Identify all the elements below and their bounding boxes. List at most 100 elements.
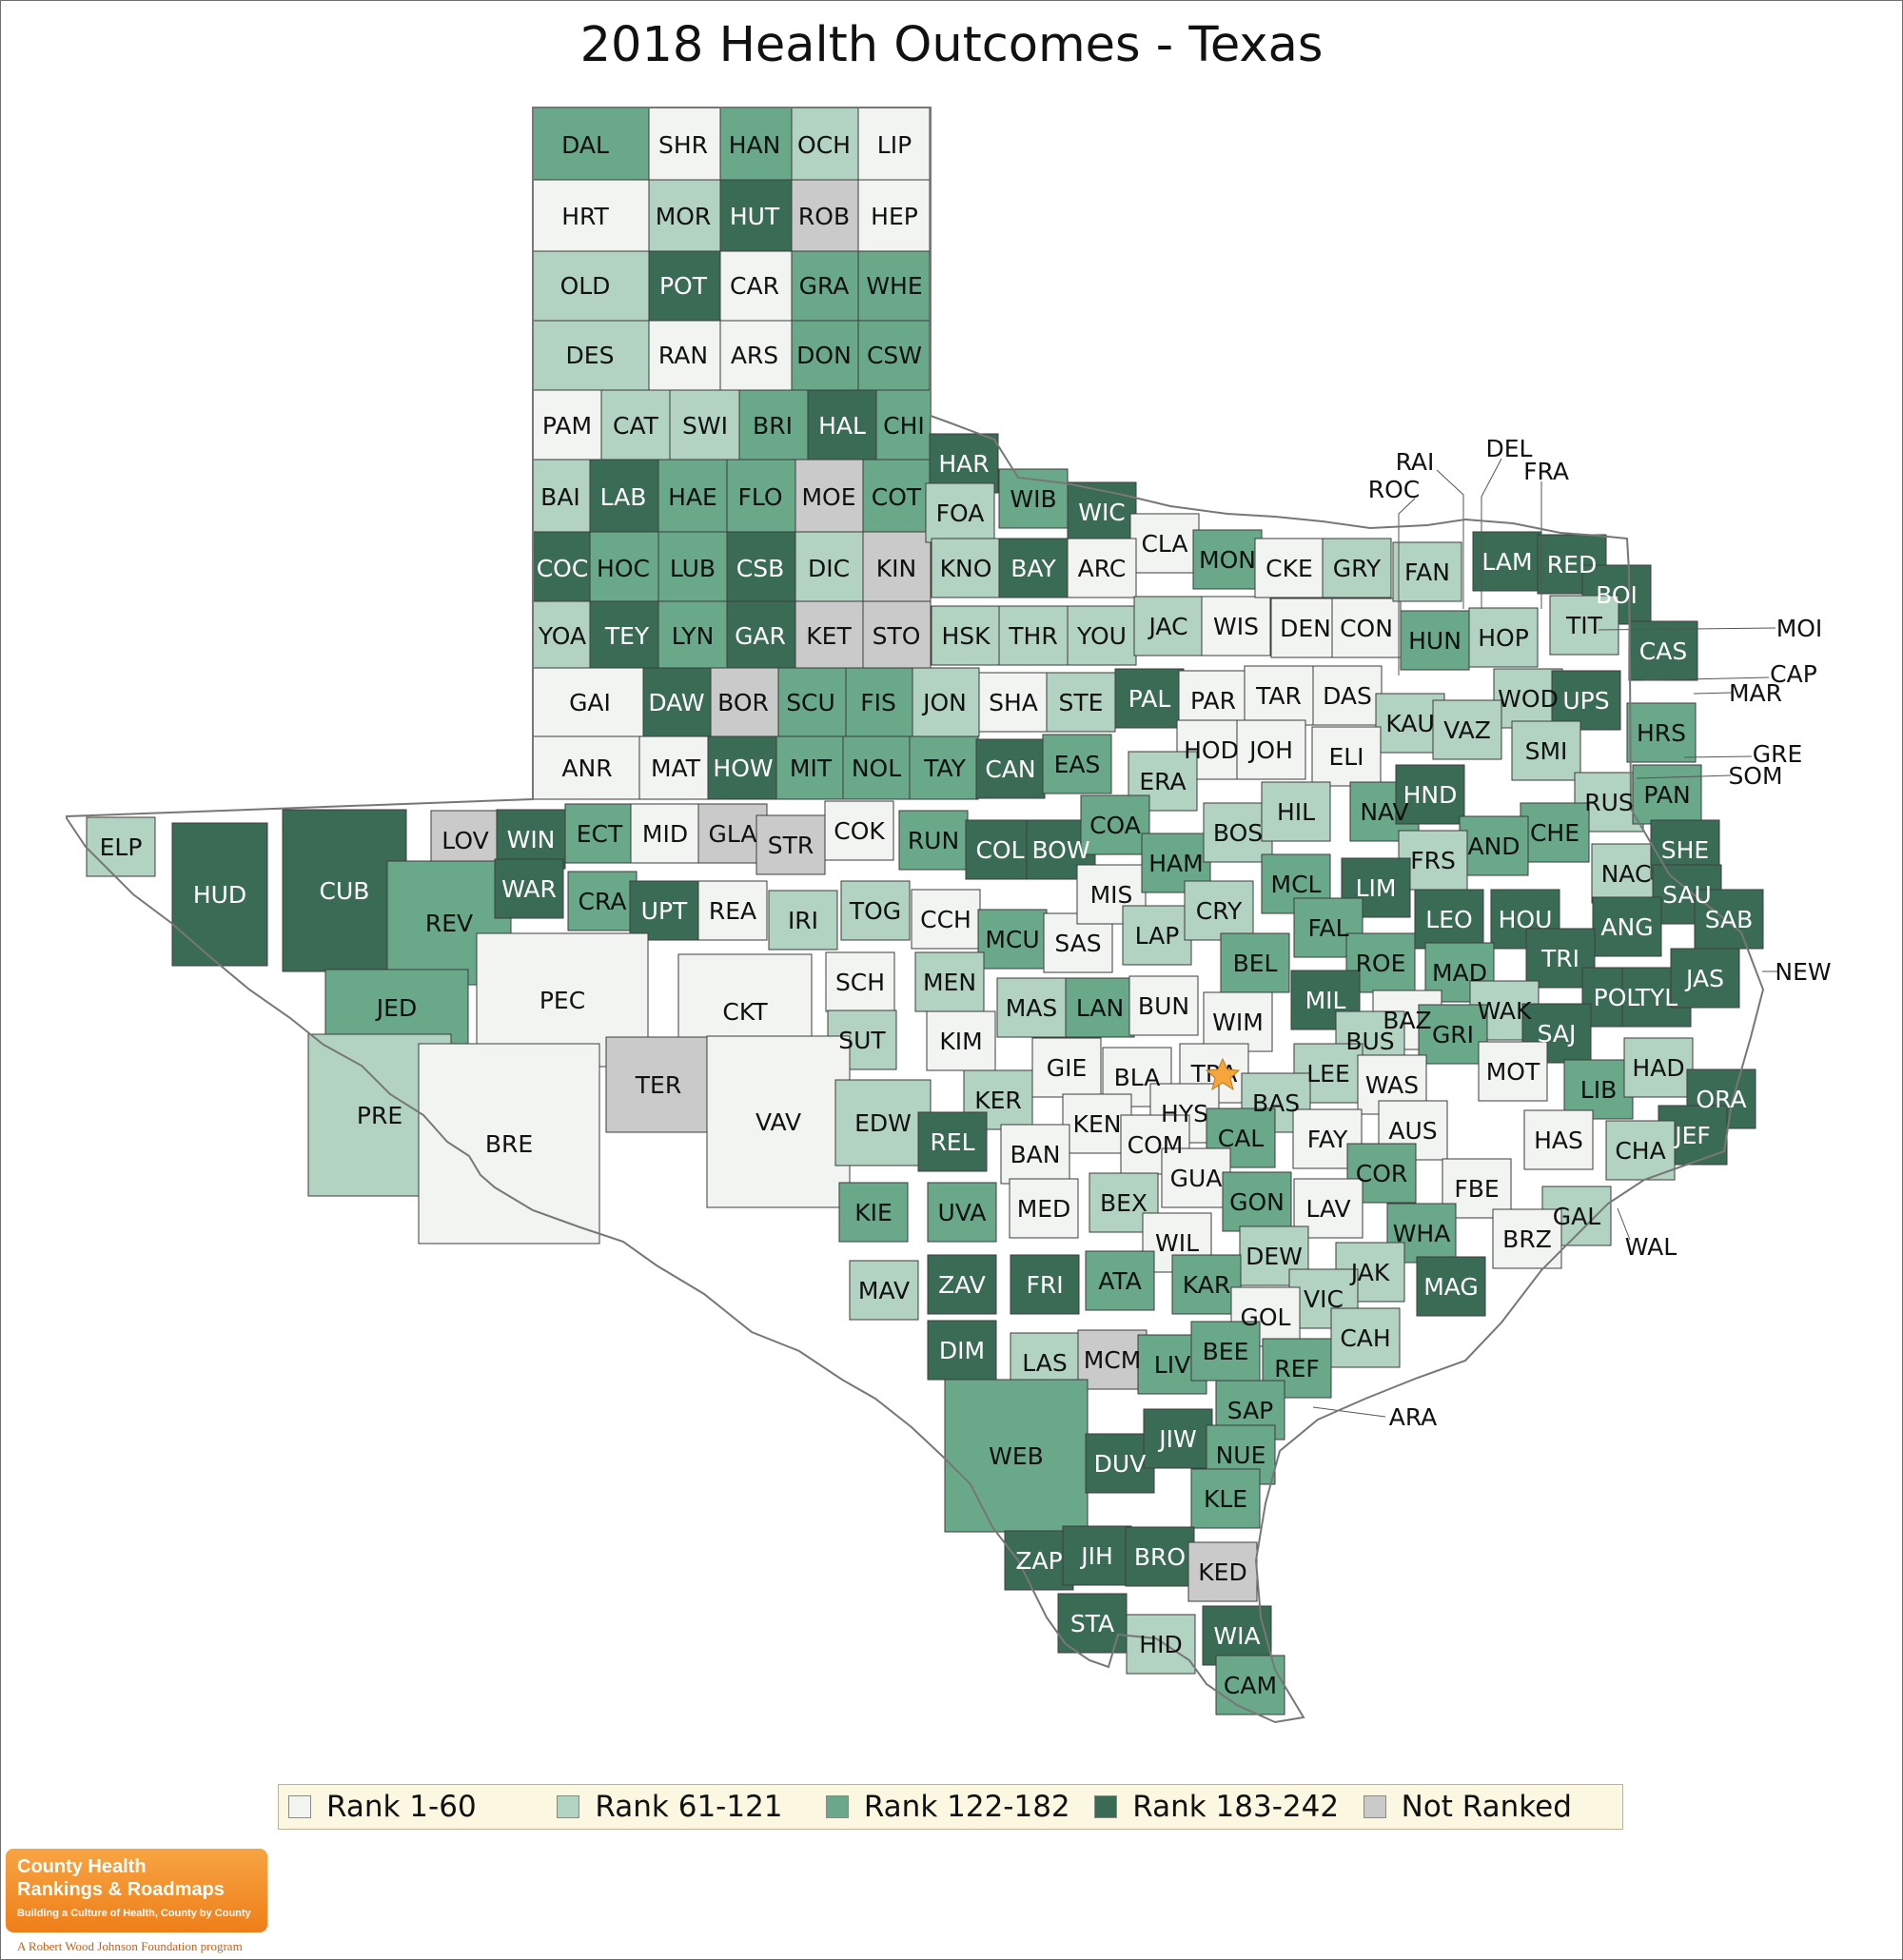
county-label: COT	[872, 483, 922, 511]
county-label: COC	[537, 555, 589, 582]
county-label: TRI	[1540, 945, 1579, 972]
county-label: GRA	[799, 272, 850, 300]
county-kno	[931, 538, 1001, 598]
county-edw	[834, 1079, 932, 1166]
county-label: SUT	[838, 1027, 886, 1054]
county-cry	[1184, 880, 1254, 941]
county-label: STE	[1059, 689, 1104, 716]
county-label: MIL	[1305, 987, 1346, 1014]
county-arc	[1067, 538, 1137, 598]
county-label: DIC	[808, 555, 850, 582]
county-jac	[1133, 596, 1204, 657]
county-mit	[775, 735, 844, 800]
county-jed	[324, 969, 469, 1047]
county-label: BAY	[1010, 555, 1056, 582]
county-joh	[1236, 719, 1306, 780]
county-des	[532, 320, 650, 391]
county-cas	[1628, 620, 1698, 681]
state-outline	[66, 107, 1765, 1724]
county-label: GUA	[1170, 1165, 1223, 1192]
county-kim	[926, 1010, 996, 1071]
county-label: KNO	[940, 555, 992, 582]
county-label: TOG	[849, 897, 901, 925]
county-has	[1523, 1109, 1594, 1170]
county-gai	[532, 667, 644, 737]
county-label: LAN	[1076, 994, 1124, 1022]
county-label: STO	[873, 622, 921, 650]
county-label: BRO	[1134, 1543, 1186, 1571]
county-cke	[1254, 538, 1324, 598]
county-label: MAG	[1423, 1273, 1479, 1301]
county-label: HAS	[1534, 1127, 1583, 1154]
county-label: BRE	[485, 1130, 533, 1158]
leader-line	[1617, 1207, 1631, 1241]
county-sch	[825, 951, 895, 1012]
county-gon	[1222, 1171, 1292, 1232]
county-label: MIS	[1090, 881, 1133, 909]
county-had	[1623, 1037, 1694, 1098]
county-fills	[86, 107, 1764, 1715]
county-eli	[1311, 726, 1382, 787]
legend-swatch	[557, 1795, 580, 1818]
county-label: HOU	[1499, 906, 1553, 933]
county-label: WIN	[507, 826, 556, 853]
county-hil	[1261, 781, 1331, 842]
leader-line	[1693, 692, 1733, 695]
county-label: MAD	[1432, 959, 1487, 987]
county-war	[494, 858, 564, 919]
county-label: FAN	[1404, 559, 1450, 586]
county-label: GRY	[1333, 555, 1382, 582]
county-label: BEL	[1233, 950, 1278, 977]
county-med	[1009, 1178, 1079, 1239]
county-label: RED	[1547, 551, 1597, 578]
county-upt	[629, 880, 699, 941]
county-ata	[1085, 1250, 1155, 1311]
county-label: CON	[1340, 615, 1393, 642]
county-label: POT	[659, 272, 708, 300]
county-label: NUE	[1216, 1441, 1266, 1469]
county-cch	[911, 889, 981, 950]
county-label: ECT	[577, 820, 623, 848]
county-label: VAZ	[1443, 716, 1491, 744]
callout-label: ARA	[1389, 1403, 1438, 1431]
county-label: SAS	[1054, 930, 1101, 957]
county-lab	[589, 459, 659, 533]
county-label: LIB	[1580, 1076, 1617, 1104]
county-label: REA	[709, 897, 756, 925]
county-lam	[1472, 531, 1542, 592]
county-hun	[1400, 610, 1470, 671]
county-cub	[282, 809, 407, 972]
county-cah	[1330, 1307, 1401, 1368]
county-label: YOU	[1076, 622, 1127, 650]
county-label: BLA	[1114, 1064, 1161, 1091]
county-label: WAS	[1365, 1071, 1419, 1099]
county-labels: DAL SHR HAN OCH LIP HRT MOR HUT ROB HEP OLD POT CAR G…	[100, 131, 1754, 1699]
county-hsk	[931, 605, 1001, 666]
legend-item-rank-1-60: Rank 1-60	[279, 1790, 547, 1824]
county-col	[965, 819, 1035, 880]
county-label: HRS	[1637, 719, 1686, 747]
county-ban	[1000, 1124, 1070, 1185]
callout-label: RAI	[1396, 448, 1435, 476]
county-label: LIV	[1154, 1351, 1190, 1379]
county-bos	[1203, 802, 1273, 863]
county-label: GRI	[1432, 1021, 1474, 1049]
county-label: JIW	[1157, 1425, 1196, 1453]
county-pan	[1632, 764, 1702, 825]
county-label: SAP	[1227, 1397, 1274, 1424]
leader-line	[1683, 755, 1753, 758]
county-label: FAL	[1307, 914, 1348, 942]
county-kin	[862, 531, 932, 602]
county-lub	[657, 531, 728, 602]
county-label: NAC	[1601, 860, 1652, 888]
county-label: SCH	[835, 969, 885, 996]
county-label: HUT	[730, 203, 780, 230]
county-label: FBE	[1454, 1175, 1499, 1203]
county-label: MCU	[985, 926, 1039, 953]
county-label: KIE	[854, 1199, 893, 1226]
leader-line	[1598, 627, 1776, 631]
county-tit	[1549, 595, 1619, 656]
county-mid	[630, 803, 700, 864]
county-label: CAM	[1224, 1672, 1277, 1699]
county-label: TIT	[1565, 612, 1603, 639]
